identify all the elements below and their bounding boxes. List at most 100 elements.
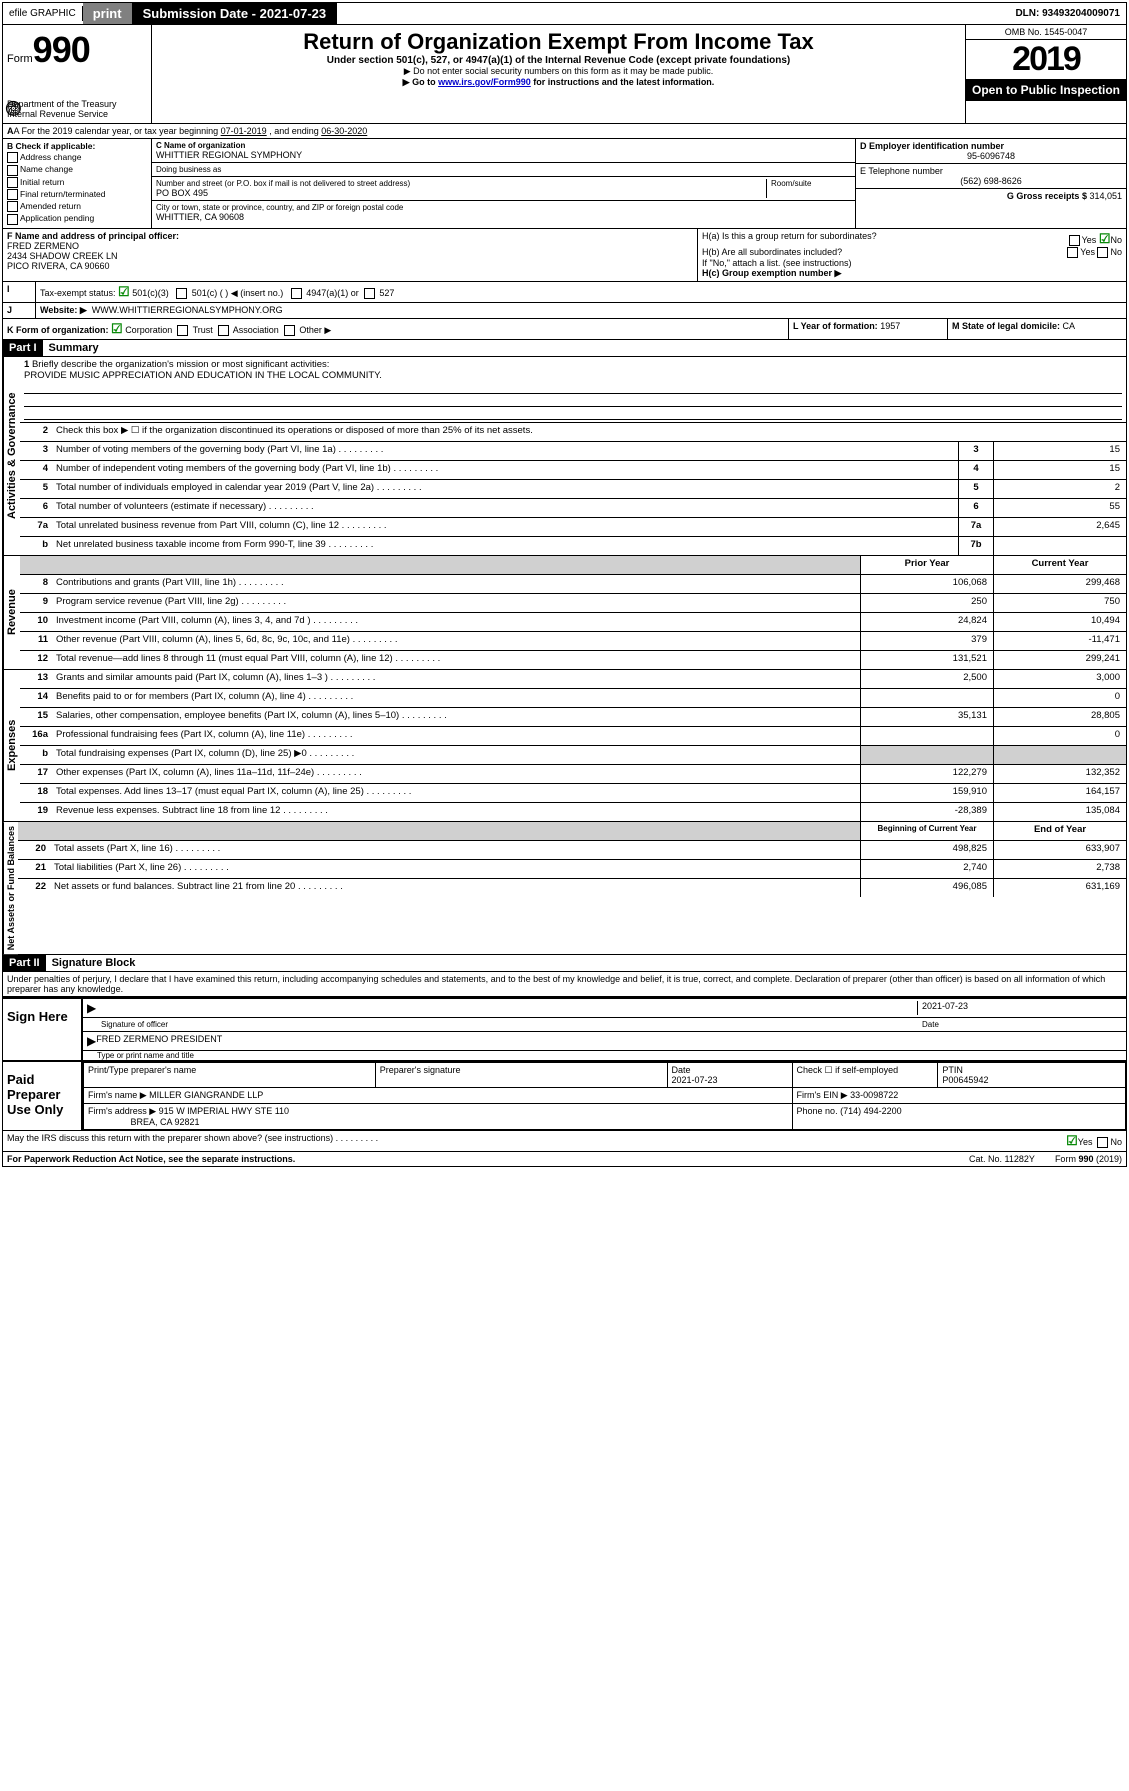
checkbox-other-org[interactable] xyxy=(284,325,295,336)
omb-number: OMB No. 1545-0047 xyxy=(966,25,1126,40)
preparer-table: Print/Type preparer's name Preparer's si… xyxy=(83,1062,1126,1130)
header-center: Return of Organization Exempt From Incom… xyxy=(152,25,965,123)
checkbox-address-change[interactable] xyxy=(7,152,18,163)
street-address: PO BOX 495 xyxy=(156,188,766,198)
top-bar: efile GRAPHIC print Submission Date - 20… xyxy=(3,3,1126,25)
header-left: Form990 𖣐 Department of the Treasury Int… xyxy=(3,25,152,123)
page-footer: For Paperwork Reduction Act Notice, see … xyxy=(3,1151,1126,1166)
sig-date: 2021-07-23 xyxy=(917,1001,1122,1015)
form-number: 990 xyxy=(33,29,90,70)
treasury-seal-icon: 𖣐 xyxy=(5,97,22,121)
dln: DLN: 93493204009071 xyxy=(1009,6,1126,21)
sign-here-block: Sign Here ▶ 2021-07-23 Signature of offi… xyxy=(3,997,1126,1060)
print-button[interactable]: print xyxy=(83,3,133,24)
table-row: 7aTotal unrelated business revenue from … xyxy=(20,518,1126,537)
irs-link[interactable]: www.irs.gov/Form990 xyxy=(438,77,531,87)
box-f-h: F Name and address of principal officer:… xyxy=(3,229,1126,282)
form-ref: Form 990 (2019) xyxy=(1055,1154,1122,1164)
hb-note: If "No," attach a list. (see instruction… xyxy=(702,258,1122,268)
checkbox-application-pending[interactable] xyxy=(7,214,18,225)
revenue-block: Revenue Prior Year Current Year 8Contrib… xyxy=(3,556,1126,670)
expenses-block: Expenses 13Grants and similar amounts pa… xyxy=(3,670,1126,822)
checkbox-assoc[interactable] xyxy=(218,325,229,336)
officer-printed-name: FRED ZERMENO PRESIDENT xyxy=(96,1034,1122,1048)
telephone: (562) 698-8626 xyxy=(860,176,1122,186)
checkbox-501c[interactable] xyxy=(176,288,187,299)
checkbox-trust[interactable] xyxy=(177,325,188,336)
table-row: 22Net assets or fund balances. Subtract … xyxy=(18,879,1126,897)
firm-city: BREA, CA 92821 xyxy=(131,1117,200,1127)
table-row: bTotal fundraising expenses (Part IX, co… xyxy=(20,746,1126,765)
firm-phone: (714) 494-2200 xyxy=(840,1106,902,1116)
table-row: 19Revenue less expenses. Subtract line 1… xyxy=(20,803,1126,821)
check-discuss-yes-icon: ☑ xyxy=(1066,1133,1078,1148)
form-header: Form990 𖣐 Department of the Treasury Int… xyxy=(3,25,1126,124)
form-label: Form xyxy=(7,53,33,65)
checkbox-527[interactable] xyxy=(364,288,375,299)
checkbox-discuss-no[interactable] xyxy=(1097,1137,1108,1148)
checkbox-hb-yes[interactable] xyxy=(1067,247,1078,258)
instruction-2: ▶ Go to www.irs.gov/Form990 for instruct… xyxy=(156,77,961,88)
officer-addr2: PICO RIVERA, CA 90660 xyxy=(7,261,693,271)
checkbox-final-return[interactable] xyxy=(7,189,18,200)
discuss-row: May the IRS discuss this return with the… xyxy=(3,1130,1126,1151)
table-row: 9Program service revenue (Part VIII, lin… xyxy=(20,594,1126,613)
table-row: 16aProfessional fundraising fees (Part I… xyxy=(20,727,1126,746)
box-d-e-g: D Employer identification number 95-6096… xyxy=(855,139,1126,228)
table-row: 13Grants and similar amounts paid (Part … xyxy=(20,670,1126,689)
year-formation: 1957 xyxy=(880,321,900,331)
org-name: WHITTIER REGIONAL SYMPHONY xyxy=(156,150,851,160)
city-state-zip: WHITTIER, CA 90608 xyxy=(156,212,851,222)
table-row: 18Total expenses. Add lines 13–17 (must … xyxy=(20,784,1126,803)
dept-label: Department of the Treasury xyxy=(7,99,147,109)
governance-block: Activities & Governance 1 Briefly descri… xyxy=(3,357,1126,556)
table-row: 8Contributions and grants (Part VIII, li… xyxy=(20,575,1126,594)
arrow-icon: ▶ xyxy=(87,1034,96,1048)
officer-addr1: 2434 SHADOW CREEK LN xyxy=(7,251,693,261)
check-501c3-icon: ☑ xyxy=(118,284,130,299)
ein: 95-6096748 xyxy=(860,151,1122,161)
info-block: B Check if applicable: Address change Na… xyxy=(3,139,1126,229)
form-title: Return of Organization Exempt From Incom… xyxy=(156,29,961,55)
table-row: 6Total number of volunteers (estimate if… xyxy=(20,499,1126,518)
check-corp-icon: ☑ xyxy=(111,321,123,336)
efile-label: efile GRAPHIC xyxy=(3,6,83,21)
checkbox-ha-yes[interactable] xyxy=(1069,235,1080,246)
officer-name: FRED ZERMENO xyxy=(7,241,693,251)
firm-name: MILLER GIANGRANDE LLP xyxy=(149,1090,263,1100)
box-h: H(a) Is this a group return for subordin… xyxy=(697,229,1126,281)
prep-date: 2021-07-23 xyxy=(672,1075,718,1085)
checkbox-amended[interactable] xyxy=(7,201,18,212)
table-row: 14Benefits paid to or for members (Part … xyxy=(20,689,1126,708)
box-b: B Check if applicable: Address change Na… xyxy=(3,139,152,228)
irs-label: Internal Revenue Service xyxy=(7,109,147,119)
table-row: 17Other expenses (Part IX, column (A), l… xyxy=(20,765,1126,784)
self-employed-check[interactable]: Check ☐ if self-employed xyxy=(792,1062,938,1087)
table-row: 20Total assets (Part X, line 16)498,8256… xyxy=(18,841,1126,860)
part1-header: Part I Summary xyxy=(3,340,1126,357)
form-container: efile GRAPHIC print Submission Date - 20… xyxy=(2,2,1127,1167)
checkbox-4947[interactable] xyxy=(291,288,302,299)
checkbox-initial-return[interactable] xyxy=(7,177,18,188)
box-j: J Website: ▶ WWW.WHITTIERREGIONALSYMPHON… xyxy=(3,303,1126,319)
table-row: bNet unrelated business taxable income f… xyxy=(20,537,1126,555)
netassets-label: Net Assets or Fund Balances xyxy=(3,822,18,954)
firm-address: 915 W IMPERIAL HWY STE 110 xyxy=(159,1106,289,1116)
table-row: 15Salaries, other compensation, employee… xyxy=(20,708,1126,727)
governance-label: Activities & Governance xyxy=(3,357,20,555)
paid-preparer-label: Paid Preparer Use Only xyxy=(3,1062,83,1130)
tax-year: 2019 xyxy=(966,40,1126,79)
checkbox-hb-no[interactable] xyxy=(1097,247,1108,258)
hc-label: H(c) Group exemption number ▶ xyxy=(702,268,1122,279)
checkbox-name-change[interactable] xyxy=(7,165,18,176)
room-suite-label: Room/suite xyxy=(771,179,851,188)
netassets-block: Net Assets or Fund Balances Beginning of… xyxy=(3,822,1126,955)
box-c: C Name of organization WHITTIER REGIONAL… xyxy=(152,139,855,228)
open-public-badge: Open to Public Inspection xyxy=(966,79,1126,101)
section-a: AA For the 2019 calendar year, or tax ye… xyxy=(3,124,1126,139)
paid-preparer-block: Paid Preparer Use Only Print/Type prepar… xyxy=(3,1060,1126,1130)
table-row: 10Investment income (Part VIII, column (… xyxy=(20,613,1126,632)
revenue-label: Revenue xyxy=(3,556,20,669)
mission-text: PROVIDE MUSIC APPRECIATION AND EDUCATION… xyxy=(24,370,382,381)
table-row: 3Number of voting members of the governi… xyxy=(20,442,1126,461)
